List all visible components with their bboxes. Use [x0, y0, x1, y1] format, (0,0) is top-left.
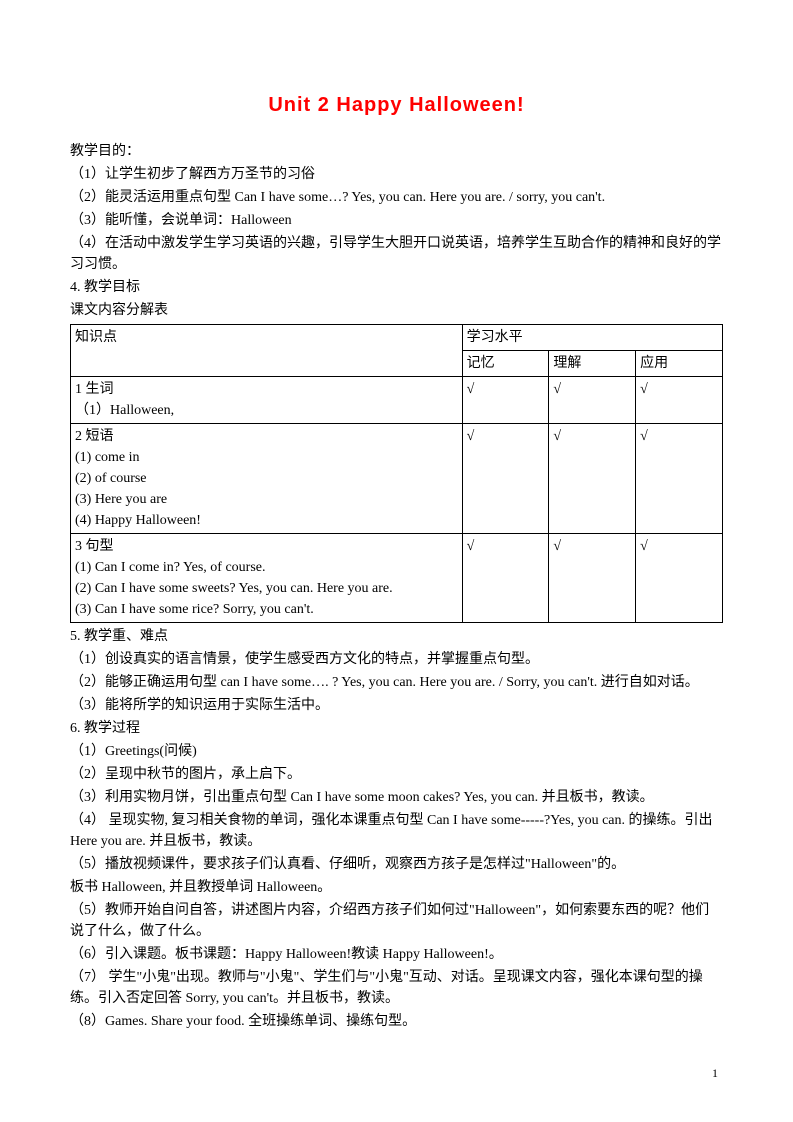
cell-apply: √	[636, 377, 723, 424]
keypoints-heading: 5. 教学重、难点	[70, 625, 723, 648]
process-item: （7） 学生"小鬼"出现。教师与"小鬼"、学生们与"小鬼"互动、对话。呈现课文内…	[70, 966, 723, 1010]
cell-understand: √	[549, 424, 636, 534]
objective-heading: 4. 教学目标	[70, 276, 723, 299]
page-title: Unit 2 Happy Halloween!	[70, 90, 723, 120]
cell-knowledge: 2 短语 (1) come in (2) of course (3) Here …	[71, 424, 463, 534]
cell-memory: √	[462, 377, 549, 424]
cell-understand: √	[549, 534, 636, 623]
row-line: (3) Can I have some rice? Sorry, you can…	[75, 602, 314, 617]
page-number: 1	[712, 1064, 718, 1082]
row-line: (1) Can I come in? Yes, of course.	[75, 560, 266, 575]
table-row: 2 短语 (1) come in (2) of course (3) Here …	[71, 424, 723, 534]
header-memory: 记忆	[462, 351, 549, 377]
table-header-row: 知识点 学习水平	[71, 325, 723, 351]
process-item: （8）Games. Share your food. 全班操练单词、操练句型。	[70, 1010, 723, 1033]
cell-knowledge: 1 生词 （1）Halloween,	[71, 377, 463, 424]
process-item: （6）引入课题。板书课题：Happy Halloween!教读 Happy Ha…	[70, 943, 723, 966]
knowledge-table: 知识点 学习水平 记忆 理解 应用 1 生词 （1）Halloween, √ √…	[70, 324, 723, 623]
row-line: (3) Here you are	[75, 492, 167, 507]
keypoint-item: （2）能够正确运用句型 can I have some…. ? Yes, you…	[70, 671, 723, 694]
row-label: 1 生词	[75, 382, 114, 397]
process-item: （4） 呈现实物, 复习相关食物的单词，强化本课重点句型 Can I have …	[70, 809, 723, 853]
process-item: （5）播放视频课件，要求孩子们认真看、仔细听，观察西方孩子是怎样过"Hallow…	[70, 853, 723, 876]
process-item: （1）Greetings(问候)	[70, 740, 723, 763]
row-line: (4) Happy Halloween!	[75, 513, 201, 528]
row-label: 2 短语	[75, 429, 114, 444]
table-row: 3 句型 (1) Can I come in? Yes, of course. …	[71, 534, 723, 623]
process-item: （2）呈现中秋节的图片，承上启下。	[70, 763, 723, 786]
purpose-item: （4）在活动中激发学生学习英语的兴趣，引导学生大胆开口说英语，培养学生互助合作的…	[70, 232, 723, 276]
cell-memory: √	[462, 424, 549, 534]
document-page: Unit 2 Happy Halloween! 教学目的： （1）让学生初步了解…	[0, 0, 793, 1122]
purpose-item: （2）能灵活运用重点句型 Can I have some…? Yes, you …	[70, 186, 723, 209]
header-understand: 理解	[549, 351, 636, 377]
row-label: 3 句型	[75, 539, 114, 554]
keypoint-item: （1）创设真实的语言情景，使学生感受西方文化的特点，并掌握重点句型。	[70, 648, 723, 671]
purpose-item: （3）能听懂，会说单词：Halloween	[70, 209, 723, 232]
cell-apply: √	[636, 424, 723, 534]
process-heading: 6. 教学过程	[70, 717, 723, 740]
process-item: 板书 Halloween, 并且教授单词 Halloween。	[70, 876, 723, 899]
table-caption: 课文内容分解表	[70, 299, 723, 322]
cell-understand: √	[549, 377, 636, 424]
header-knowledge: 知识点	[71, 325, 463, 377]
process-item: （3）利用实物月饼，引出重点句型 Can I have some moon ca…	[70, 786, 723, 809]
header-level: 学习水平	[462, 325, 722, 351]
row-line: (2) Can I have some sweets? Yes, you can…	[75, 581, 393, 596]
keypoint-item: （3）能将所学的知识运用于实际生活中。	[70, 694, 723, 717]
row-line: （1）Halloween,	[75, 403, 174, 418]
purpose-item: （1）让学生初步了解西方万圣节的习俗	[70, 163, 723, 186]
table-row: 1 生词 （1）Halloween, √ √ √	[71, 377, 723, 424]
document-content: 教学目的： （1）让学生初步了解西方万圣节的习俗 （2）能灵活运用重点句型 Ca…	[70, 140, 723, 1033]
process-item: （5）教师开始自问自答，讲述图片内容，介绍西方孩子们如何过"Halloween"…	[70, 899, 723, 943]
header-apply: 应用	[636, 351, 723, 377]
row-line: (2) of course	[75, 471, 147, 486]
cell-apply: √	[636, 534, 723, 623]
cell-knowledge: 3 句型 (1) Can I come in? Yes, of course. …	[71, 534, 463, 623]
row-line: (1) come in	[75, 450, 140, 465]
teaching-purpose-heading: 教学目的：	[70, 140, 723, 163]
cell-memory: √	[462, 534, 549, 623]
